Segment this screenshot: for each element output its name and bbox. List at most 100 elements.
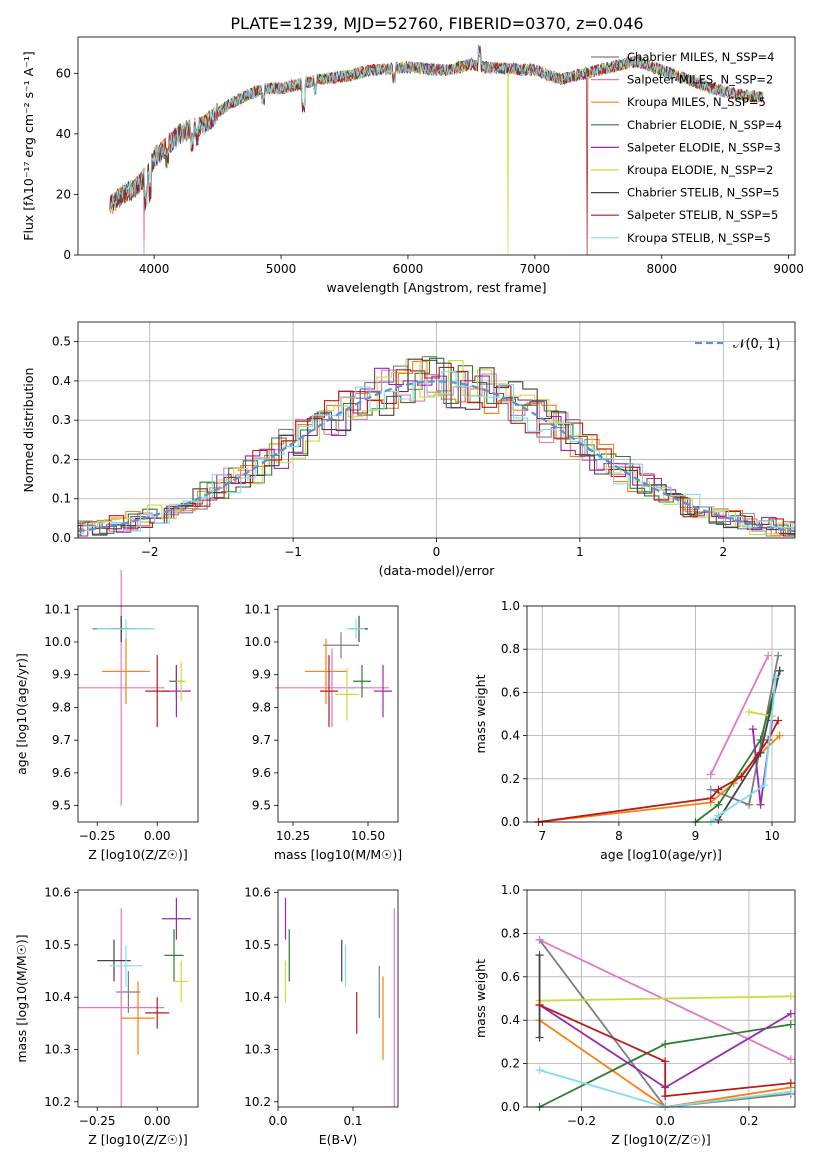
data-point <box>535 1033 544 1042</box>
chart-age-vs-mass: 10.25 10.50 9.5 9.6 9.7 9.8 9.9 10.0 10.1 mass [l… <box>244 602 402 862</box>
data-point <box>706 785 715 794</box>
y-tick-label: 9.6 <box>252 766 271 780</box>
data-point <box>714 800 723 809</box>
histogram-series <box>77 358 795 536</box>
x-tick-label: 5000 <box>266 262 297 276</box>
axes-frame <box>77 36 796 256</box>
x-tick-label: 7 <box>538 829 546 843</box>
y-tick-label: 0.5 <box>52 335 71 349</box>
y-tick-label: 0.8 <box>501 642 520 656</box>
y-tick-label: 10.5 <box>44 938 71 952</box>
x-tick-label: 0.0 <box>656 1114 675 1128</box>
y-tick-label: 9.7 <box>52 733 71 747</box>
y-tick-label: 0.4 <box>52 374 71 388</box>
x-tick-label: −0.25 <box>79 1114 116 1128</box>
legend-entry: Kroupa STELIB, N_SSP=5 <box>627 231 771 245</box>
x-tick-label: 8 <box>615 829 623 843</box>
y-tick-label: 10.4 <box>44 990 71 1004</box>
series-line <box>710 655 780 806</box>
chart-age-vs-Z: −0.25 0.00 9.5 9.6 9.7 9.8 9.9 10.0 10.1 Z [log10… <box>14 570 199 862</box>
x-tick-label: 7000 <box>520 262 551 276</box>
x-tick-label: 2 <box>719 545 727 559</box>
x-tick-label: 1 <box>576 545 584 559</box>
x-axis-label: E(B-V) <box>319 1132 358 1147</box>
data-point <box>760 781 769 790</box>
y-tick-label: 10.0 <box>44 635 71 649</box>
data-point <box>535 1066 544 1075</box>
y-tick-label: 9.5 <box>52 799 71 813</box>
data-point <box>786 992 795 1001</box>
axes-frame <box>277 605 399 823</box>
y-tick-label: 0.0 <box>501 1100 520 1114</box>
y-tick-label: 1.0 <box>501 883 520 897</box>
axes-frame <box>77 889 199 1108</box>
axes-frame <box>526 889 796 1108</box>
x-axis-label: age [log10(age/yr)] <box>600 847 722 862</box>
data-point <box>706 770 715 779</box>
y-tick-label: 0.2 <box>501 1057 520 1071</box>
legend-residuals: 𝒩(0, 1) <box>695 337 780 352</box>
y-tick-label: 10.1 <box>44 602 71 616</box>
series-line <box>709 655 770 775</box>
legend-entry: Salpeter ELODIE, N_SSP=3 <box>627 140 781 154</box>
chart-weight-vs-Z: −0.2 0.0 0.2 0.0 0.2 0.4 0.6 0.8 1.0 Z [log10(Z/Z… <box>473 883 796 1147</box>
data-point <box>764 651 773 660</box>
y-tick-label: 9.7 <box>252 733 271 747</box>
legend-entry: Kroupa ELODIE, N_SSP=2 <box>627 163 773 177</box>
y-tick-label: 10.0 <box>244 635 271 649</box>
data-point <box>661 1092 670 1101</box>
x-tick-label: 10 <box>764 829 779 843</box>
y-tick-label: 9.6 <box>52 766 71 780</box>
x-tick-label: 0.0 <box>268 1114 287 1128</box>
y-tick-label: 0.6 <box>501 685 520 699</box>
figure-title: PLATE=1239, MJD=52760, FIBERID=0370, z=0… <box>230 14 643 33</box>
y-axis-label: Normed distribution <box>21 368 36 493</box>
y-tick-label: 9.9 <box>252 668 271 682</box>
data-point <box>756 800 765 809</box>
x-tick-label: 9 <box>692 829 700 843</box>
plot-area-age-vs-Z <box>78 570 191 806</box>
spectrum-line <box>109 46 764 212</box>
chart-weight-vs-age: 7 8 9 10 0.0 0.2 0.4 0.6 0.8 1.0 age [log10(age/yr… <box>473 599 796 862</box>
y-tick-label: 10.2 <box>244 1095 271 1109</box>
y-tick-label: 40 <box>56 127 71 141</box>
y-tick-label: 0 <box>63 248 71 262</box>
series-line <box>539 939 792 1061</box>
y-tick-label: 10.5 <box>244 938 271 952</box>
chart-mass-vs-EBV: 0.0 0.1 10.2 10.3 10.4 10.5 10.6 E(B-V) <box>244 886 399 1147</box>
y-tick-label: 10.3 <box>44 1042 71 1056</box>
y-tick-label: 0.8 <box>501 926 520 940</box>
y-tick-label: 10.2 <box>44 1095 71 1109</box>
y-tick-label: 0.2 <box>501 772 520 786</box>
axes-frame <box>77 321 796 539</box>
x-tick-label: 8000 <box>646 262 677 276</box>
x-tick-label: 4000 <box>139 262 170 276</box>
data-point <box>661 1040 670 1049</box>
x-tick-label: 0.00 <box>144 1114 171 1128</box>
axes-frame <box>526 605 796 823</box>
x-axis-label: mass [log10(M/M☉)] <box>274 847 402 862</box>
data-point <box>706 794 715 803</box>
chart-mass-vs-Z: −0.25 0.00 10.2 10.3 10.4 10.5 10.6 Z [log10(Z/… <box>14 886 199 1147</box>
data-point <box>775 731 784 740</box>
y-axis-label: Flux [fλ10⁻¹⁷ erg cm⁻² s⁻¹ A⁻¹] <box>21 51 36 240</box>
x-tick-label: 9000 <box>773 262 804 276</box>
series-line <box>710 677 777 823</box>
y-tick-label: 10.4 <box>244 990 271 1004</box>
data-point <box>737 772 746 781</box>
y-tick-label: 20 <box>56 187 71 201</box>
x-tick-label: 10.50 <box>351 829 385 843</box>
data-point <box>774 651 783 660</box>
y-tick-label: 9.9 <box>52 668 71 682</box>
data-point <box>745 707 754 716</box>
y-tick-label: 0.3 <box>52 413 71 427</box>
y-axis-label: mass [log10(M/M☉)] <box>14 934 29 1062</box>
x-tick-label: 10.25 <box>276 829 310 843</box>
y-tick-label: 0.4 <box>501 729 520 743</box>
histogram-series <box>78 371 795 535</box>
y-tick-label: 10.6 <box>44 886 71 900</box>
data-point <box>535 951 544 960</box>
y-tick-label: 10.1 <box>244 602 271 616</box>
legend-entry: Chabrier ELODIE, N_SSP=4 <box>627 118 782 132</box>
